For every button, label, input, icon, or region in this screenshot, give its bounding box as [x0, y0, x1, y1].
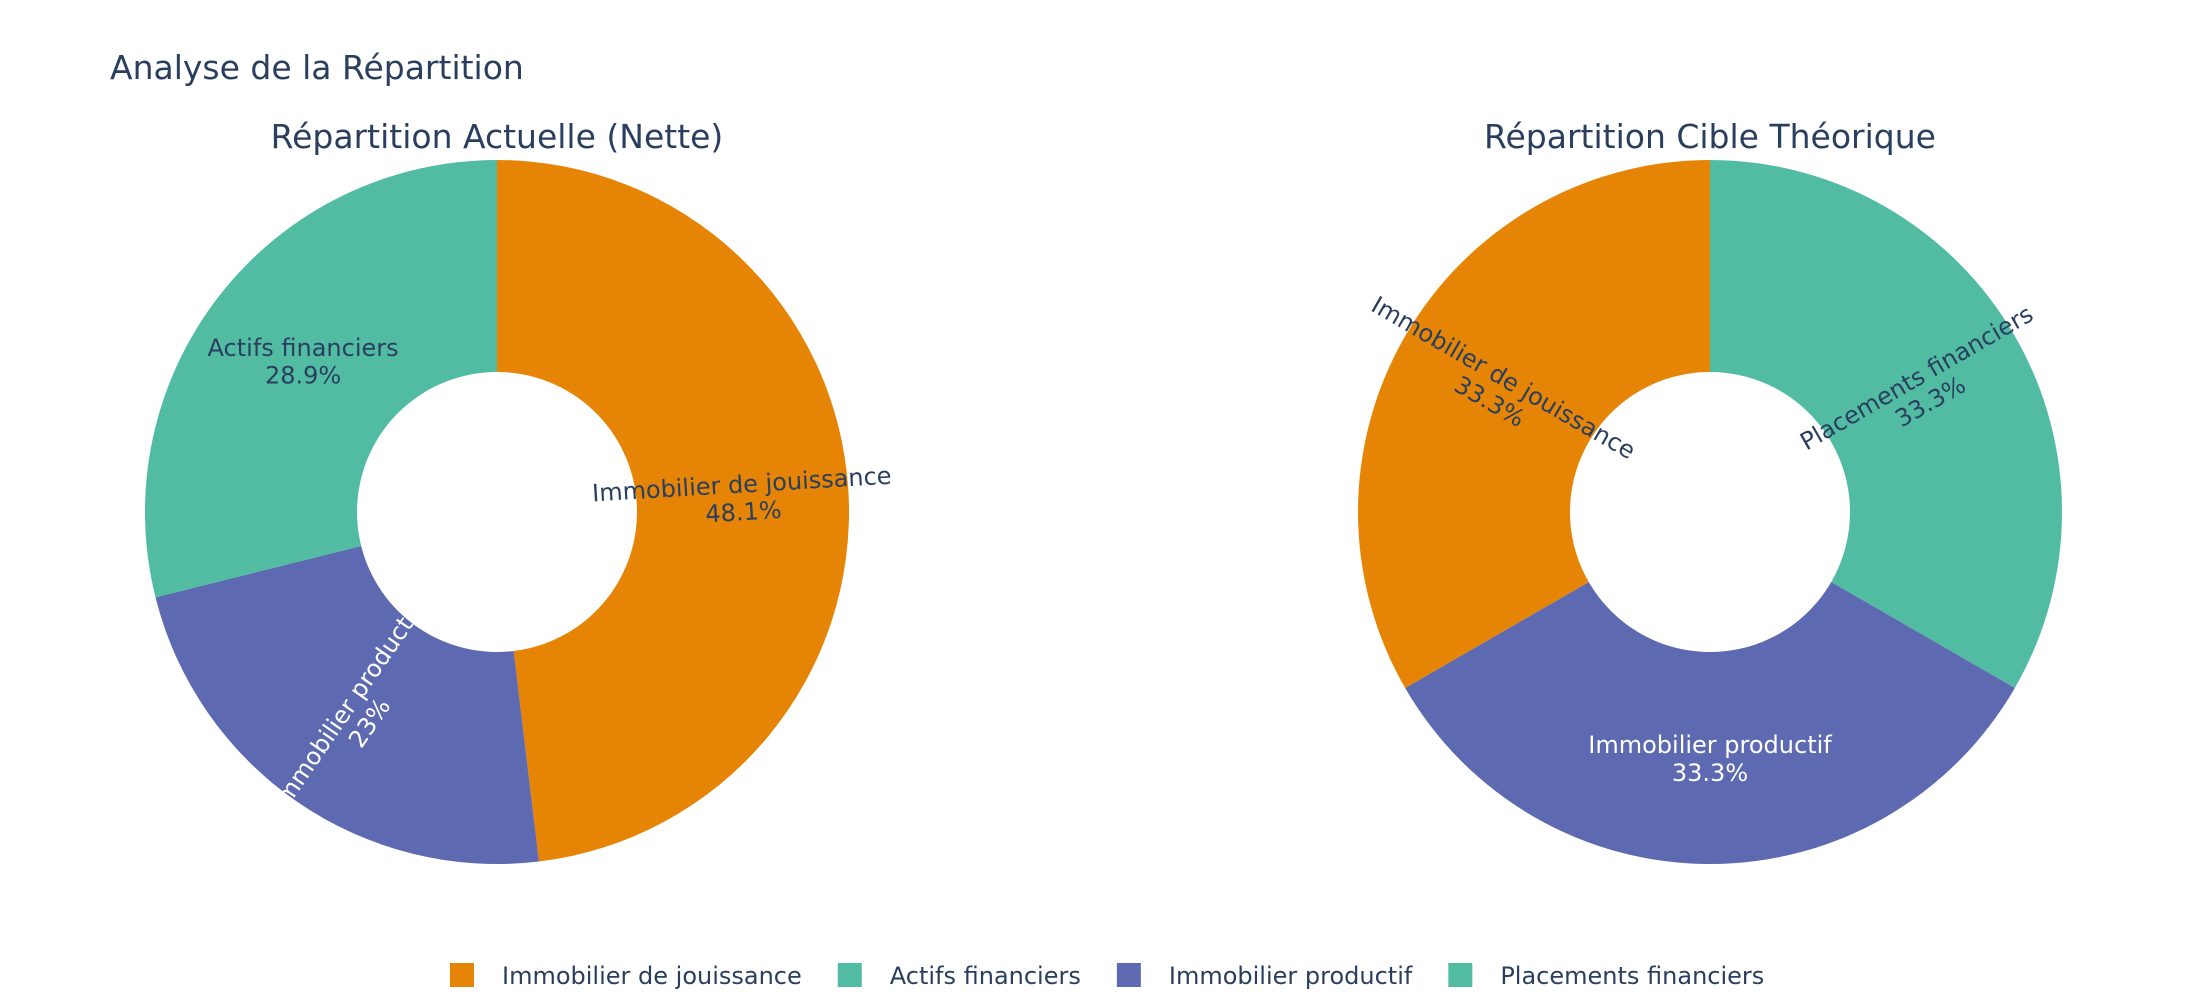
chart-title-target: Répartition Cible Théorique [1484, 117, 1936, 156]
figure-title: Analyse de la Répartition [110, 48, 524, 87]
legend-label-immobilier-productif: Immobilier productif [1169, 962, 1413, 990]
legend-swatch-immobilier-productif [1116, 963, 1141, 987]
legend-item-placements-financiers[interactable]: Placements financiers [1448, 962, 1764, 990]
slice-immobilier-productif-current [155, 545, 539, 864]
legend-item-immobilier-productif[interactable]: Immobilier productif [1116, 962, 1413, 990]
donut-chart-target: Répartition Cible Théorique Placements f… [1358, 117, 2062, 864]
slice-immobilier-de-jouissance-target [1358, 160, 1710, 688]
legend-label-placements-financiers: Placements financiers [1500, 962, 1764, 990]
slice-placements-financiers-target [1710, 160, 2062, 688]
legend: Immobilier de jouissance Actifs financier… [450, 962, 1764, 990]
legend-item-immobilier-de-jouissance[interactable]: Immobilier de jouissance [450, 962, 802, 990]
slice-label-actifs-financiers-current: Actifs financiers 28.9% [208, 334, 399, 390]
legend-label-immobilier-de-jouissance: Immobilier de jouissance [502, 962, 802, 990]
donut-chart-current: Répartition Actuelle (Nette) Immobilier … [144, 117, 892, 864]
legend-swatch-immobilier-de-jouissance [450, 963, 474, 987]
slice-label-immobilier-productif-target: Immobilier productif 33.3% [1588, 731, 1832, 787]
slice-immobilier-productif-target [1405, 582, 2015, 864]
legend-item-actifs-financiers[interactable]: Actifs financiers [837, 962, 1081, 990]
slices-current [144, 160, 850, 864]
legend-label-actifs-financiers: Actifs financiers [890, 962, 1081, 990]
slice-immobilier-de-jouissance-current [497, 160, 850, 862]
legend-swatch-actifs-financiers [837, 963, 862, 987]
chart-title-current: Répartition Actuelle (Nette) [271, 117, 724, 156]
slice-actifs-financiers-current [144, 160, 498, 598]
slices-target [1358, 160, 2062, 864]
legend-swatch-placements-financiers [1448, 963, 1473, 987]
